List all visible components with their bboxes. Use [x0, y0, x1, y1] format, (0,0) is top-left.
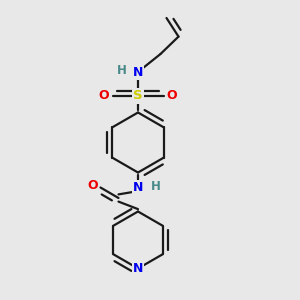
Text: O: O: [167, 89, 177, 103]
Text: H: H: [151, 179, 161, 193]
Text: N: N: [133, 65, 143, 79]
Text: N: N: [133, 262, 143, 275]
Text: N: N: [133, 181, 143, 194]
Text: S: S: [133, 89, 143, 103]
Text: H: H: [117, 64, 126, 77]
Text: O: O: [99, 89, 110, 103]
Text: O: O: [88, 178, 98, 192]
